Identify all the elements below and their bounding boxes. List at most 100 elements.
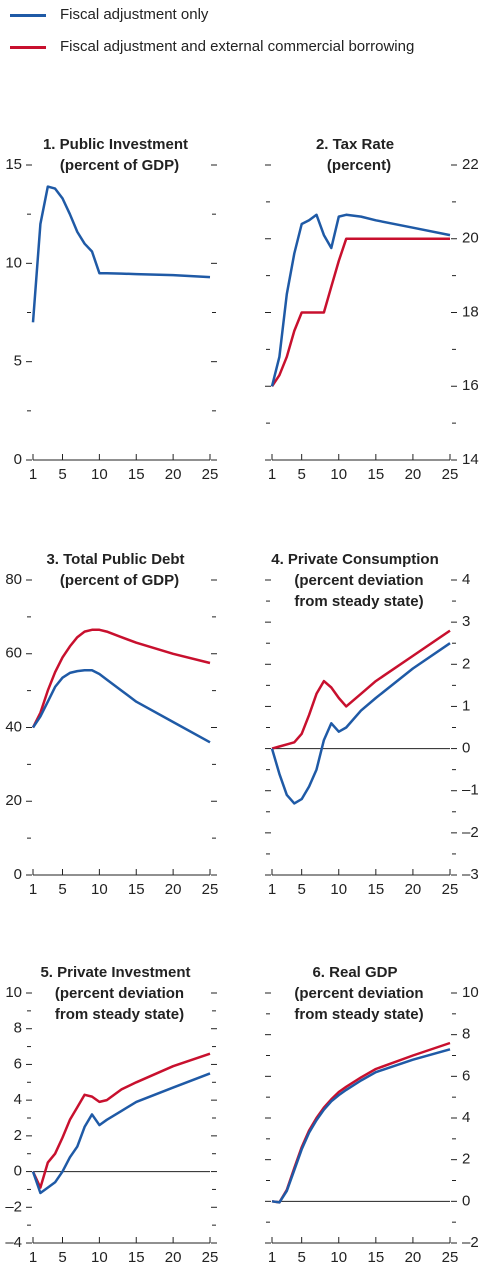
x-tick-label: 15 <box>367 466 384 483</box>
y-tick-label: 16 <box>462 377 479 394</box>
y-tick-label: 18 <box>462 303 479 320</box>
x-tick-label: 15 <box>128 1249 145 1266</box>
chart-subtitle: (percent deviation <box>294 985 423 1002</box>
y-tick-label: 10 <box>5 254 22 271</box>
series-line <box>271 1041 451 1204</box>
x-tick-label: 5 <box>297 881 305 898</box>
chart-subtitle: (percent) <box>327 157 391 174</box>
series-line <box>270 213 451 387</box>
x-tick-label: 25 <box>202 466 219 483</box>
y-tick-label: 40 <box>5 718 22 735</box>
x-tick-label: 15 <box>367 1249 384 1266</box>
y-tick-label: 8 <box>462 1026 470 1043</box>
x-tick-label: 20 <box>165 1249 182 1266</box>
y-tick-label: 2 <box>462 1151 470 1168</box>
y-tick-label: –3 <box>462 866 479 883</box>
y-tick-label: –2 <box>462 824 479 841</box>
y-tick-label: 0 <box>14 1163 22 1180</box>
chart-subtitle: (percent deviation <box>294 572 423 589</box>
x-tick-label: 10 <box>91 1249 108 1266</box>
chart-subtitle: (percent of GDP) <box>60 572 179 589</box>
x-tick-label: 15 <box>367 881 384 898</box>
legend-label: Fiscal adjustment and external commercia… <box>60 38 415 55</box>
y-tick-label: 0 <box>14 451 22 468</box>
y-tick-label: 6 <box>14 1055 22 1072</box>
x-tick-label: 10 <box>91 466 108 483</box>
x-tick-label: 25 <box>442 466 459 483</box>
y-tick-label: 1 <box>462 697 470 714</box>
y-tick-label: 5 <box>14 353 22 370</box>
x-tick-label: 5 <box>58 1249 66 1266</box>
x-tick-label: 25 <box>202 1249 219 1266</box>
x-tick-label: 15 <box>128 881 145 898</box>
y-tick-label: –1 <box>462 782 479 799</box>
y-tick-label: 60 <box>5 645 22 662</box>
legend-swatch <box>10 14 46 17</box>
y-tick-label: 2 <box>462 655 470 672</box>
legend-label: Fiscal adjustment only <box>60 6 209 23</box>
x-tick-label: 25 <box>442 1249 459 1266</box>
chart-title: 5. Private Investment <box>40 964 190 981</box>
y-tick-label: –4 <box>5 1234 22 1251</box>
x-tick-label: 25 <box>442 881 459 898</box>
y-tick-label: 80 <box>5 571 22 588</box>
x-tick-label: 25 <box>202 881 219 898</box>
chart-title: 3. Total Public Debt <box>46 551 184 568</box>
y-tick-label: 4 <box>14 1091 22 1108</box>
y-tick-label: 10 <box>462 984 479 1001</box>
series-line <box>31 628 211 729</box>
y-tick-label: –2 <box>5 1198 22 1215</box>
y-tick-label: 22 <box>462 156 479 173</box>
series-line <box>31 1072 211 1195</box>
series-line <box>270 237 450 387</box>
y-tick-label: 10 <box>5 984 22 1001</box>
series-line <box>271 629 451 750</box>
series-line <box>271 1048 451 1204</box>
x-tick-label: 10 <box>330 881 347 898</box>
y-tick-label: 3 <box>462 613 470 630</box>
chart-title: 2. Tax Rate <box>316 136 394 153</box>
x-tick-label: 1 <box>29 1249 37 1266</box>
legend-swatch <box>10 46 46 49</box>
series-line <box>270 642 451 805</box>
x-tick-label: 20 <box>165 881 182 898</box>
series-line <box>31 1052 211 1189</box>
y-tick-label: 0 <box>14 866 22 883</box>
y-tick-label: 15 <box>5 156 22 173</box>
x-tick-label: 15 <box>128 466 145 483</box>
x-tick-label: 20 <box>405 881 422 898</box>
y-tick-label: 4 <box>462 1109 470 1126</box>
chart-title: 1. Public Investment <box>43 136 188 153</box>
y-tick-label: 6 <box>462 1067 470 1084</box>
chart-subtitle: (percent deviation <box>55 985 184 1002</box>
x-tick-label: 1 <box>268 466 276 483</box>
x-tick-label: 10 <box>330 1249 347 1266</box>
x-tick-label: 20 <box>165 466 182 483</box>
y-tick-label: 20 <box>5 792 22 809</box>
chart-subtitle: from steady state) <box>294 1006 423 1023</box>
x-tick-label: 5 <box>58 881 66 898</box>
x-tick-label: 1 <box>268 1249 276 1266</box>
x-tick-label: 10 <box>330 466 347 483</box>
chart-title: 6. Real GDP <box>312 964 397 981</box>
x-tick-label: 5 <box>58 466 66 483</box>
x-tick-label: 1 <box>29 881 37 898</box>
y-tick-label: 0 <box>462 740 470 757</box>
y-tick-label: 2 <box>14 1127 22 1144</box>
x-tick-label: 20 <box>405 466 422 483</box>
y-tick-label: 8 <box>14 1020 22 1037</box>
y-tick-label: 4 <box>462 571 470 588</box>
chart-title: 4. Private Consumption <box>271 551 439 568</box>
x-tick-label: 5 <box>297 1249 305 1266</box>
y-tick-label: 14 <box>462 451 479 468</box>
chart-subtitle: (percent of GDP) <box>60 157 179 174</box>
x-tick-label: 20 <box>405 1249 422 1266</box>
x-tick-label: 1 <box>268 881 276 898</box>
x-tick-label: 5 <box>297 466 305 483</box>
series-line <box>31 669 211 744</box>
y-tick-label: 20 <box>462 230 479 247</box>
chart-subtitle: from steady state) <box>55 1006 184 1023</box>
x-tick-label: 10 <box>91 881 108 898</box>
